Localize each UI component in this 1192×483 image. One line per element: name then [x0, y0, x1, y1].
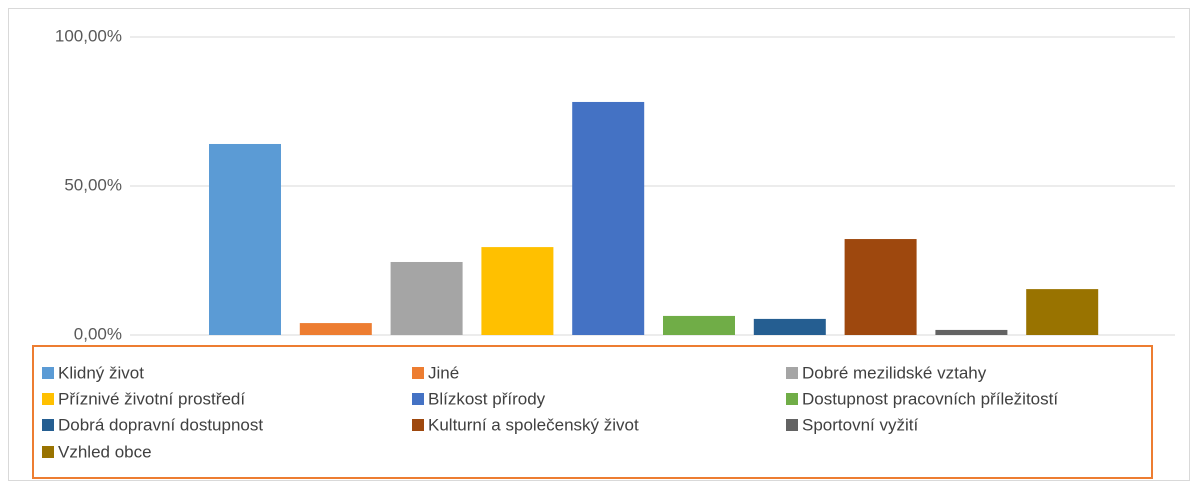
bar [1026, 289, 1099, 335]
bar [572, 101, 645, 336]
legend-swatch [786, 393, 798, 405]
bar [844, 239, 917, 335]
y-tick-label: 0,00% [74, 324, 122, 343]
legend-label: Dostupnost pracovních příležitostí [802, 389, 1058, 408]
legend-swatch [42, 446, 54, 458]
legend-label: Klidný život [58, 363, 144, 382]
bar [209, 143, 281, 335]
legend-swatch [786, 367, 798, 379]
legend-swatch [412, 419, 424, 431]
legend-label: Dobré mezilidské vztahy [802, 363, 987, 382]
y-tick-label: 100,00% [55, 26, 122, 45]
legend-label: Dobrá dopravní dostupnost [58, 415, 263, 434]
legend-swatch [42, 367, 54, 379]
legend-swatch [42, 419, 54, 431]
bar [481, 247, 554, 335]
legend-label: Vzhled obce [58, 442, 152, 461]
legend-swatch [42, 393, 54, 405]
legend-box [32, 345, 1153, 479]
legend-label: Kulturní a společenský život [428, 415, 639, 434]
bar [299, 323, 372, 335]
bar [935, 329, 1008, 335]
bar [390, 261, 463, 335]
bar [663, 315, 735, 335]
legend-swatch [786, 419, 798, 431]
y-tick-label: 50,00% [64, 175, 122, 194]
legend-swatch [412, 367, 424, 379]
legend-label: Jiné [428, 363, 459, 382]
legend-label: Příznivé životní prostředí [58, 389, 245, 408]
legend-label: Sportovní vyžití [802, 415, 918, 434]
bar [753, 318, 826, 335]
legend-label: Blízkost přírody [428, 389, 546, 408]
legend-swatch [412, 393, 424, 405]
